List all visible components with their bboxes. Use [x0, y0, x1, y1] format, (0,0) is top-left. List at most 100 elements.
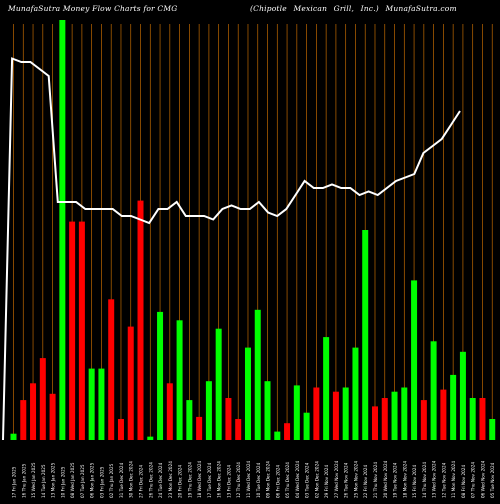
volume-bar [284, 423, 291, 440]
x-tick-label: 06 Fri Dec 2024 [275, 465, 280, 498]
x-tick-label: 17 Fri Jan 2025 [12, 466, 17, 498]
x-tick-label: 15 Wed Jan 2025 [31, 462, 36, 498]
x-tick-label: 03 Tue Dec 2024 [305, 462, 310, 498]
x-tick-label: 27 Fri Dec 2024 [139, 465, 144, 498]
volume-bar [157, 311, 164, 440]
volume-bar [391, 391, 398, 440]
x-tick-label: 24 Tue Dec 2024 [158, 462, 163, 498]
volume-bar [362, 230, 369, 440]
volume-bar [254, 309, 261, 440]
volume-bar [313, 387, 320, 440]
volume-bar [215, 328, 222, 440]
volume-bar [196, 416, 203, 440]
volume-bar [420, 400, 427, 440]
volume-bar [303, 412, 310, 440]
volume-bar [332, 391, 339, 440]
x-tick-label: 18 Mon Nov 2024 [402, 461, 407, 498]
volume-bar [235, 419, 242, 440]
volume-bar [401, 387, 408, 440]
x-tick-label: 06 Mon Jan 2025 [90, 462, 95, 498]
x-tick-label: 08 Wed Jan 2025 [70, 462, 75, 498]
x-tick-label: 02 Mon Dec 2024 [314, 461, 319, 498]
x-tick-label: 22 Fri Nov 2024 [363, 465, 368, 498]
volume-bar [69, 221, 76, 440]
volume-bar [479, 398, 486, 440]
x-tick-label: 13 Fri Dec 2024 [226, 465, 231, 498]
volume-bar [342, 387, 349, 440]
volume-bar [459, 351, 466, 440]
x-tick-label: 04 Wed Dec 2024 [295, 460, 300, 498]
volume-bar [352, 347, 359, 440]
x-tick-label: 14 Tue Jan 2025 [41, 464, 46, 498]
volume-bar [98, 368, 105, 440]
x-tick-label: 19 Thu Dec 2024 [187, 462, 192, 498]
x-tick-label: 26 Thu Dec 2024 [148, 462, 153, 498]
volume-bar [293, 385, 300, 440]
x-tick-label: 26 Tue Nov 2024 [344, 462, 349, 498]
x-tick-label: 25 Mon Nov 2024 [353, 461, 358, 498]
volume-bar [176, 320, 183, 440]
volume-bar [59, 20, 66, 440]
x-tick-label: 03 Fri Jan 2025 [99, 466, 104, 498]
x-tick-label: 19 Tue Nov 2024 [393, 462, 398, 498]
x-tick-label: 05 Tue Nov 2024 [490, 462, 495, 498]
x-tick-label: 10 Tue Dec 2024 [256, 462, 261, 498]
x-tick-label: 10 Fri Jan 2025 [60, 466, 65, 498]
volume-bar [205, 381, 212, 440]
volume-bar [147, 436, 154, 440]
volume-bar [440, 389, 447, 440]
volume-bar [166, 383, 173, 440]
volume-bar [264, 381, 271, 440]
chart-subtitle: (Chipotle Mexican Grill, Inc.) MunafaSut… [250, 4, 457, 13]
volume-bar [39, 358, 46, 440]
volume-bar [30, 383, 37, 440]
volume-bar [117, 419, 124, 440]
volume-bar [244, 347, 251, 440]
x-tick-label: 06 Wed Nov 2024 [480, 460, 485, 498]
x-tick-label: 29 Fri Nov 2024 [324, 465, 329, 498]
volume-bar [78, 221, 85, 440]
volume-bar [88, 368, 95, 440]
volume-bar [430, 341, 437, 440]
x-tick-label: 07 Tue Jan 2025 [80, 464, 85, 498]
x-tick-label: 12 Tue Nov 2024 [441, 462, 446, 498]
x-tick-label: 07 Thu Nov 2024 [471, 462, 476, 498]
x-tick-label: 30 Mon Dec 2024 [129, 461, 134, 498]
money-flow-line [2, 57, 461, 441]
x-tick-label: 05 Thu Dec 2024 [285, 462, 290, 498]
volume-bar [108, 299, 115, 440]
volume-bar [371, 406, 378, 440]
volume-bar [137, 200, 144, 440]
volume-bar [469, 398, 476, 440]
x-tick-label: 09 Mon Dec 2024 [266, 461, 271, 498]
volume-bar [450, 374, 457, 440]
x-tick-label: 11 Mon Nov 2024 [451, 461, 456, 498]
x-tick-label: 15 Fri Nov 2024 [412, 465, 417, 498]
x-tick-label: 13 Wed Nov 2024 [432, 460, 437, 498]
x-tick-label: 13 Mon Jan 2025 [51, 462, 56, 498]
volume-bar [411, 280, 418, 440]
x-tick-label: 08 Fri Nov 2024 [461, 465, 466, 498]
volume-bar [127, 326, 134, 440]
volume-bar [20, 400, 27, 440]
x-tick-label: 02 Thu Jan 2025 [109, 463, 114, 498]
x-tick-label: 31 Tue Dec 2024 [119, 462, 124, 498]
volume-bar [323, 337, 330, 440]
x-tick-label: 23 Mon Dec 2024 [168, 461, 173, 498]
x-tick-label: 16 Thu Jan 2025 [21, 463, 26, 498]
volume-bar [225, 398, 232, 440]
x-tick-label: 20 Fri Dec 2024 [178, 465, 183, 498]
x-tick-label: 14 Thu Nov 2024 [422, 462, 427, 498]
x-tick-label: 12 Thu Dec 2024 [236, 462, 241, 498]
x-tick-label: 20 Wed Nov 2024 [383, 460, 388, 498]
x-tick-label: 17 Tue Dec 2024 [207, 462, 212, 498]
x-tick-label: 18 Wed Dec 2024 [197, 460, 202, 498]
x-tick-label: 21 Thu Nov 2024 [373, 462, 378, 498]
volume-bar [49, 393, 56, 440]
x-tick-label: 11 Wed Dec 2024 [246, 460, 251, 498]
chart-title: MunafaSutra Money Flow Charts for CMG [8, 4, 178, 13]
volume-bar [274, 431, 281, 440]
volume-bar [186, 400, 193, 440]
